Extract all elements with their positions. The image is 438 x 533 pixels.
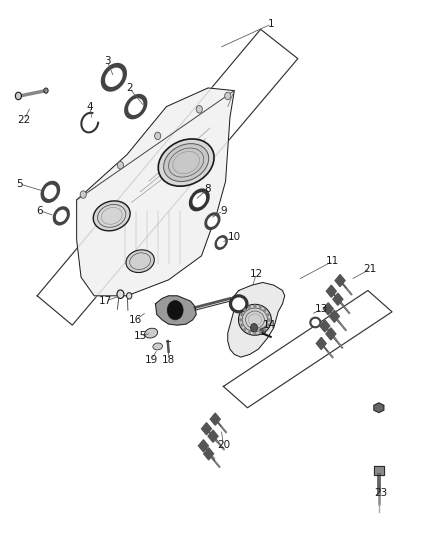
Text: 9: 9 (220, 206, 227, 215)
Ellipse shape (126, 250, 154, 272)
Polygon shape (201, 423, 212, 435)
Text: 5: 5 (16, 179, 23, 189)
Circle shape (127, 293, 132, 299)
Text: 11: 11 (326, 256, 339, 266)
Circle shape (117, 290, 124, 298)
Ellipse shape (128, 98, 144, 115)
Ellipse shape (56, 209, 67, 222)
Ellipse shape (238, 304, 271, 335)
Ellipse shape (41, 181, 60, 203)
Ellipse shape (189, 188, 210, 212)
Text: 6: 6 (36, 206, 43, 215)
Circle shape (155, 132, 161, 140)
Circle shape (44, 88, 48, 93)
Text: 15: 15 (134, 331, 147, 341)
Ellipse shape (207, 215, 218, 227)
Ellipse shape (153, 343, 162, 350)
Polygon shape (329, 310, 339, 322)
Circle shape (80, 191, 86, 198)
Polygon shape (374, 403, 384, 413)
Ellipse shape (232, 297, 245, 310)
Circle shape (268, 318, 270, 321)
Circle shape (248, 305, 251, 309)
Text: 2: 2 (126, 83, 133, 93)
Ellipse shape (229, 294, 249, 313)
Circle shape (267, 313, 269, 316)
Text: 18: 18 (162, 355, 175, 365)
Polygon shape (374, 466, 384, 475)
Polygon shape (77, 88, 234, 296)
Circle shape (244, 309, 246, 312)
Circle shape (167, 301, 183, 320)
Ellipse shape (158, 139, 214, 186)
Text: 23: 23 (374, 488, 388, 498)
Polygon shape (208, 430, 218, 442)
Circle shape (240, 324, 243, 327)
Ellipse shape (145, 328, 158, 338)
Polygon shape (320, 320, 330, 332)
Circle shape (264, 309, 266, 312)
Text: 16: 16 (129, 315, 142, 325)
Text: 1: 1 (268, 19, 275, 29)
Polygon shape (323, 303, 333, 315)
Circle shape (15, 92, 21, 100)
Text: 8: 8 (205, 184, 212, 194)
Circle shape (260, 328, 265, 335)
Circle shape (254, 305, 256, 308)
Polygon shape (326, 285, 336, 297)
Ellipse shape (311, 319, 319, 326)
Ellipse shape (101, 63, 127, 92)
Ellipse shape (44, 184, 57, 199)
Text: 12: 12 (250, 270, 263, 279)
Ellipse shape (215, 235, 228, 250)
Circle shape (267, 324, 269, 327)
Polygon shape (198, 440, 208, 452)
Polygon shape (210, 413, 220, 425)
Polygon shape (335, 274, 345, 287)
Text: 20: 20 (217, 440, 230, 450)
Circle shape (248, 331, 251, 334)
Circle shape (240, 313, 243, 316)
Ellipse shape (192, 192, 206, 207)
Text: 17: 17 (99, 296, 112, 306)
Text: 22: 22 (18, 115, 31, 125)
Circle shape (240, 318, 242, 321)
Circle shape (196, 106, 202, 113)
Ellipse shape (105, 68, 123, 87)
Text: 19: 19 (145, 355, 158, 365)
Polygon shape (228, 282, 285, 357)
Circle shape (259, 331, 261, 334)
Circle shape (117, 161, 124, 169)
Text: 13: 13 (315, 304, 328, 314)
Ellipse shape (217, 238, 226, 247)
Text: 21: 21 (364, 264, 377, 274)
Polygon shape (155, 296, 196, 325)
Text: 4: 4 (86, 102, 93, 111)
Ellipse shape (204, 212, 221, 230)
Text: 3: 3 (104, 56, 111, 66)
Circle shape (259, 305, 261, 309)
Circle shape (264, 328, 266, 331)
Ellipse shape (93, 201, 130, 231)
Polygon shape (204, 448, 214, 460)
Ellipse shape (124, 94, 148, 119)
Circle shape (254, 332, 256, 335)
Text: 14: 14 (263, 320, 276, 330)
Circle shape (225, 92, 231, 100)
Text: 10: 10 (228, 232, 241, 242)
Ellipse shape (164, 143, 208, 182)
Polygon shape (316, 337, 326, 350)
Ellipse shape (53, 206, 70, 225)
Circle shape (251, 324, 258, 332)
Circle shape (244, 328, 246, 331)
Polygon shape (333, 293, 343, 305)
Ellipse shape (309, 317, 321, 328)
Polygon shape (326, 328, 336, 340)
